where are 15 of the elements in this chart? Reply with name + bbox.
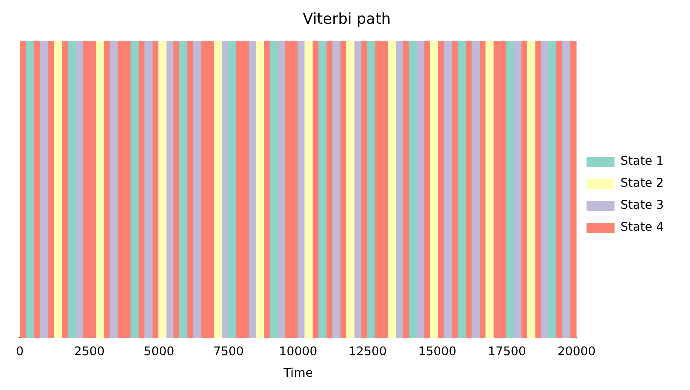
x-tick-label: 15000 — [418, 344, 457, 359]
legend-label: State 2 — [620, 176, 664, 190]
x-tick-label: 12500 — [348, 344, 388, 359]
legend-label: State 3 — [620, 198, 664, 212]
x-tick-label: 5000 — [144, 344, 174, 359]
chart-title: Viterbi path — [303, 10, 391, 28]
x-tick-label: 7500 — [214, 344, 244, 359]
legend-label: State 1 — [620, 154, 664, 168]
x-tick-label: 0 — [16, 344, 24, 359]
x-tick-label: 20000 — [558, 344, 596, 359]
x-axis-title: Time — [282, 366, 314, 380]
legend-label: State 4 — [620, 220, 664, 234]
x-tick-label: 17500 — [488, 344, 526, 359]
x-tick-label: 10000 — [279, 344, 318, 359]
x-tick-label: 2500 — [74, 344, 105, 359]
